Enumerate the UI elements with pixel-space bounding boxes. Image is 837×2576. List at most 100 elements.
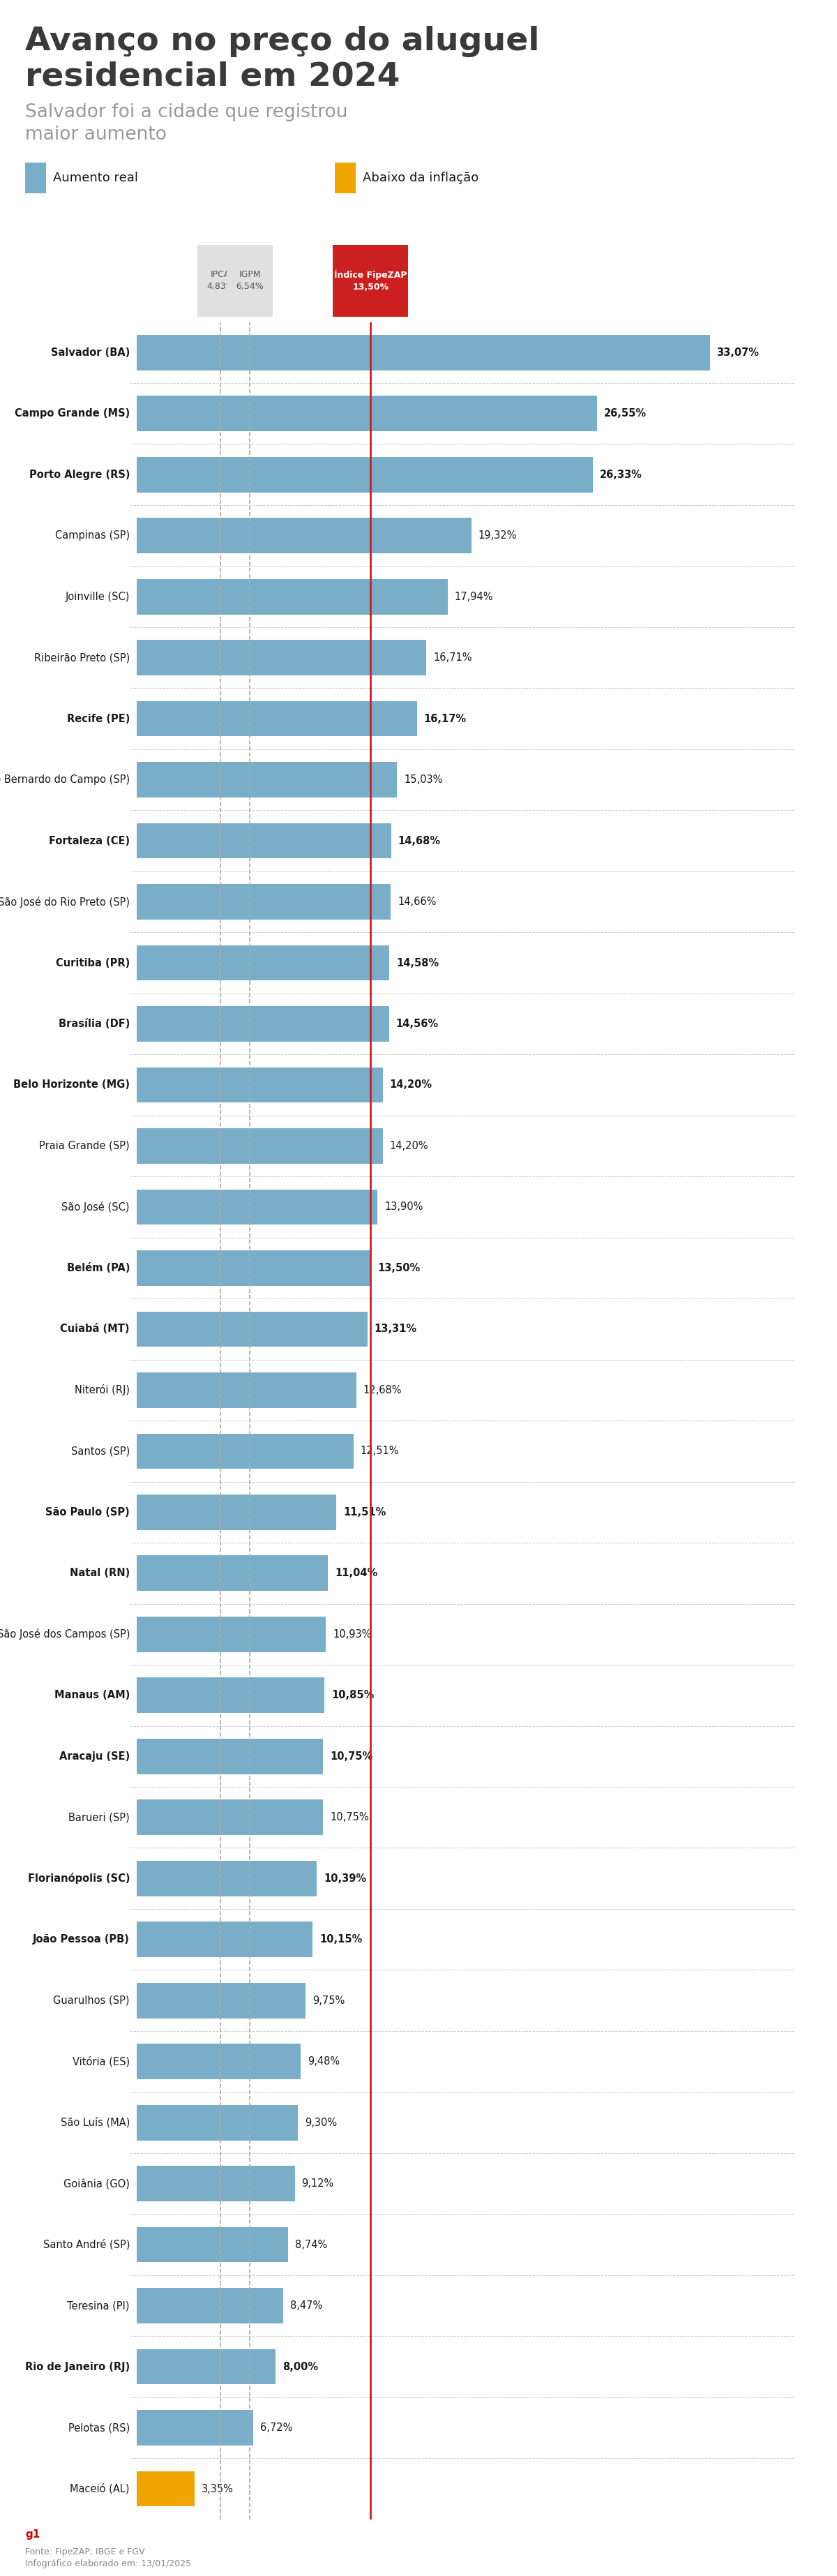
Text: São José (SC): São José (SC) bbox=[62, 1200, 130, 1213]
Text: 8,00%: 8,00% bbox=[282, 2362, 318, 2372]
Text: 10,75%: 10,75% bbox=[330, 1811, 368, 1824]
Text: 14,58%: 14,58% bbox=[396, 958, 439, 969]
Text: Santo André (SP): Santo André (SP) bbox=[43, 2239, 130, 2249]
Text: Joinville (SC): Joinville (SC) bbox=[65, 592, 130, 603]
Bar bbox=[136, 2470, 195, 2506]
Text: Niterói (RJ): Niterói (RJ) bbox=[74, 1383, 130, 1396]
Bar bbox=[136, 580, 448, 613]
Bar bbox=[136, 1128, 383, 1164]
Text: Florianópolis (SC): Florianópolis (SC) bbox=[28, 1873, 130, 1883]
Bar bbox=[136, 1432, 353, 1468]
Text: Natal (RN): Natal (RN) bbox=[69, 1569, 130, 1579]
Bar bbox=[136, 1007, 389, 1041]
Bar bbox=[136, 1556, 328, 1592]
Text: Barueri (SP): Barueri (SP) bbox=[69, 1811, 130, 1824]
Bar bbox=[136, 639, 426, 675]
Text: São Bernardo do Campo (SP): São Bernardo do Campo (SP) bbox=[0, 775, 130, 786]
Text: 8,74%: 8,74% bbox=[295, 2239, 327, 2249]
Text: Fortaleza (CE): Fortaleza (CE) bbox=[49, 835, 130, 845]
Text: 9,75%: 9,75% bbox=[312, 1996, 345, 2007]
Bar bbox=[136, 884, 391, 920]
Text: Campinas (SP): Campinas (SP) bbox=[55, 531, 130, 541]
Text: 13,31%: 13,31% bbox=[374, 1324, 417, 1334]
Bar bbox=[136, 1984, 306, 2017]
Bar bbox=[136, 1494, 336, 1530]
Text: Teresina (PI): Teresina (PI) bbox=[67, 2300, 130, 2311]
Text: 10,93%: 10,93% bbox=[333, 1628, 372, 1638]
Text: 10,75%: 10,75% bbox=[330, 1752, 372, 1762]
Text: 26,55%: 26,55% bbox=[603, 410, 646, 420]
Text: 9,30%: 9,30% bbox=[305, 2117, 337, 2128]
Text: Manaus (AM): Manaus (AM) bbox=[54, 1690, 130, 1700]
Bar bbox=[136, 2228, 288, 2262]
Text: 33,07%: 33,07% bbox=[716, 348, 759, 358]
Text: 9,12%: 9,12% bbox=[301, 2179, 334, 2190]
Text: Avanço no preço do aluguel
residencial em 2024: Avanço no preço do aluguel residencial e… bbox=[25, 26, 540, 93]
Text: Cuiabá (MT): Cuiabá (MT) bbox=[60, 1324, 130, 1334]
Text: 26,33%: 26,33% bbox=[600, 469, 642, 479]
Text: 19,32%: 19,32% bbox=[479, 531, 517, 541]
Text: 10,85%: 10,85% bbox=[331, 1690, 374, 1700]
Text: 14,20%: 14,20% bbox=[390, 1079, 432, 1090]
Bar bbox=[136, 762, 397, 799]
Text: 10,15%: 10,15% bbox=[320, 1935, 362, 1945]
Bar bbox=[136, 945, 389, 981]
Text: Abaixo da inflação: Abaixo da inflação bbox=[362, 173, 479, 183]
Bar bbox=[136, 518, 471, 554]
Text: IGPM
6,54%: IGPM 6,54% bbox=[236, 270, 264, 291]
Bar bbox=[136, 1922, 312, 1958]
Bar bbox=[136, 1739, 323, 1775]
Text: Santos (SP): Santos (SP) bbox=[71, 1445, 130, 1455]
Text: 16,71%: 16,71% bbox=[434, 652, 472, 662]
Text: 6,72%: 6,72% bbox=[260, 2421, 292, 2432]
Text: 14,56%: 14,56% bbox=[396, 1018, 439, 1030]
Text: 13,90%: 13,90% bbox=[384, 1203, 423, 1213]
Bar bbox=[136, 2287, 284, 2324]
Text: Porto Alegre (RS): Porto Alegre (RS) bbox=[29, 469, 130, 479]
Bar bbox=[136, 1373, 357, 1409]
Bar bbox=[136, 2166, 295, 2202]
Text: 11,04%: 11,04% bbox=[335, 1569, 377, 1579]
Text: São Paulo (SP): São Paulo (SP) bbox=[45, 1507, 130, 1517]
Text: Guarulhos (SP): Guarulhos (SP) bbox=[54, 1996, 130, 2007]
Text: 16,17%: 16,17% bbox=[424, 714, 466, 724]
Text: Goiânia (GO): Goiânia (GO) bbox=[64, 2179, 130, 2190]
Text: 14,68%: 14,68% bbox=[398, 835, 440, 845]
Text: Praia Grande (SP): Praia Grande (SP) bbox=[39, 1141, 130, 1151]
Bar bbox=[136, 335, 710, 371]
Bar bbox=[136, 456, 593, 492]
Text: Índice FipeZAP
13,50%: Índice FipeZAP 13,50% bbox=[334, 270, 407, 291]
Text: 8,47%: 8,47% bbox=[290, 2300, 322, 2311]
Text: IPCA
4,83%: IPCA 4,83% bbox=[207, 270, 234, 291]
Bar bbox=[136, 1249, 371, 1285]
Bar bbox=[136, 1190, 377, 1224]
Text: Belo Horizonte (MG): Belo Horizonte (MG) bbox=[13, 1079, 130, 1090]
Bar bbox=[136, 397, 597, 430]
Text: Brasília (DF): Brasília (DF) bbox=[59, 1018, 130, 1030]
Text: Vitória (ES): Vitória (ES) bbox=[73, 2056, 130, 2066]
Bar bbox=[136, 1311, 367, 1347]
Text: 14,20%: 14,20% bbox=[390, 1141, 429, 1151]
Bar bbox=[136, 1066, 383, 1103]
Text: 13,50%: 13,50% bbox=[377, 1262, 420, 1273]
Text: 12,51%: 12,51% bbox=[361, 1445, 399, 1455]
Text: 11,51%: 11,51% bbox=[343, 1507, 386, 1517]
Text: 10,39%: 10,39% bbox=[324, 1873, 367, 1883]
Text: Curitiba (PR): Curitiba (PR) bbox=[55, 958, 130, 969]
Text: 17,94%: 17,94% bbox=[454, 592, 493, 603]
Text: Aracaju (SE): Aracaju (SE) bbox=[59, 1752, 130, 1762]
Bar bbox=[136, 824, 391, 858]
Text: São José dos Campos (SP): São José dos Campos (SP) bbox=[0, 1628, 130, 1641]
Text: Recife (PE): Recife (PE) bbox=[67, 714, 130, 724]
Text: João Pessoa (PB): João Pessoa (PB) bbox=[33, 1935, 130, 1945]
Text: 12,68%: 12,68% bbox=[363, 1386, 402, 1396]
Text: São José do Rio Preto (SP): São José do Rio Preto (SP) bbox=[0, 896, 130, 907]
Text: Fonte: FipeZAP, IBGE e FGV
Infográfico elaborado em: 13/01/2025: Fonte: FipeZAP, IBGE e FGV Infográfico e… bbox=[25, 2548, 191, 2568]
Text: Maceió (AL): Maceió (AL) bbox=[70, 2483, 130, 2494]
Text: 15,03%: 15,03% bbox=[404, 775, 443, 786]
Bar bbox=[136, 2411, 253, 2445]
Text: Campo Grande (MS): Campo Grande (MS) bbox=[14, 410, 130, 420]
Bar bbox=[136, 1801, 323, 1834]
Text: Salvador foi a cidade que registrou
maior aumento: Salvador foi a cidade que registrou maio… bbox=[25, 103, 347, 144]
Text: Pelotas (RS): Pelotas (RS) bbox=[68, 2421, 130, 2432]
